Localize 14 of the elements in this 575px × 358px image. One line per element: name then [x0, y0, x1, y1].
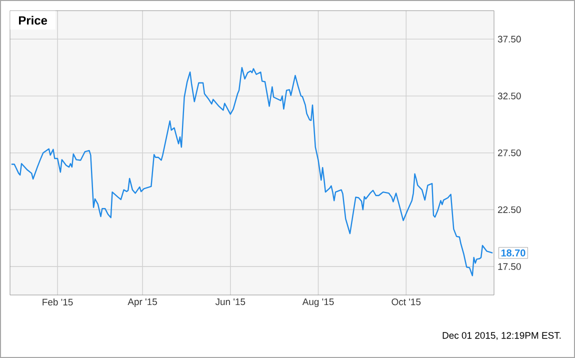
y-tick-label: 27.50 [498, 149, 521, 156]
y-tick-label: 22.50 [498, 206, 521, 214]
x-tick-label: Oct '15 [392, 298, 421, 306]
x-tick-label: Apr '15 [128, 298, 157, 307]
y-tick-label: 17.50 [498, 263, 521, 270]
x-tick-label: Jun '15 [215, 298, 246, 306]
chart-title: Price [19, 16, 48, 25]
y-tick-label: 32.50 [498, 92, 521, 100]
annotation: 18.70 [501, 249, 526, 256]
y-tick-label: 37.50 [498, 36, 521, 42]
x-tick-label: Feb '15 [42, 298, 73, 306]
text: Dec 01 2015, 12:19PM EST. [442, 332, 561, 340]
line-series [10, 66, 494, 276]
x-tick-label: Aug '15 [302, 298, 334, 307]
